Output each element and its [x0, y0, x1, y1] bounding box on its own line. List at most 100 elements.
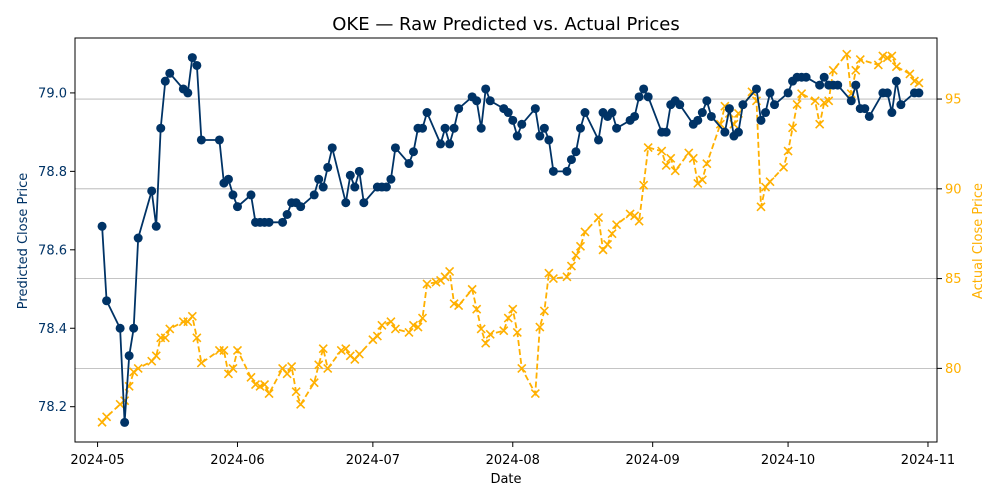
- predicted-point: [783, 88, 793, 98]
- actual-point: [842, 49, 852, 59]
- predicted-point: [296, 202, 306, 212]
- actual-point: [607, 229, 617, 239]
- predicted-point: [765, 88, 775, 98]
- predicted-point: [151, 221, 161, 231]
- axes: 2024-05 2024-06 2024-07 2024-08 2024-09 2024-…: [38, 37, 962, 468]
- predicted-point: [566, 155, 576, 165]
- predicted-point: [770, 100, 780, 110]
- predicted-point: [720, 127, 730, 137]
- predicted-point: [548, 166, 558, 176]
- predicted-point: [282, 210, 292, 220]
- predicted-point: [815, 80, 825, 90]
- actual-point: [688, 153, 698, 163]
- actual-point: [503, 313, 513, 323]
- actual-point: [133, 363, 143, 373]
- actual-point: [914, 78, 924, 88]
- actual-point: [702, 159, 712, 169]
- actual-point: [580, 227, 590, 237]
- actual-point: [783, 146, 793, 156]
- actual-point: [454, 300, 464, 311]
- actual-point: [697, 175, 707, 185]
- predicted-point: [594, 135, 604, 145]
- predicted-point: [408, 147, 418, 157]
- predicted-point: [517, 119, 527, 129]
- actual-point: [530, 388, 540, 399]
- actual-point: [323, 363, 333, 373]
- predicted-point: [896, 100, 906, 110]
- predicted-point: [846, 96, 856, 106]
- predicted-point: [133, 233, 143, 243]
- plot-frame: [74, 37, 938, 443]
- predicted-point: [454, 104, 464, 114]
- x-tick-label: 2024-11: [901, 453, 955, 468]
- y-right-tick-label: 80: [945, 362, 962, 377]
- actual-point: [634, 216, 644, 226]
- predicted-point: [314, 174, 324, 184]
- predicted-point: [575, 123, 585, 133]
- predicted-point: [214, 135, 224, 145]
- gridlines: [75, 98, 937, 369]
- predicted-point: [914, 88, 924, 98]
- predicted-point: [544, 135, 554, 145]
- predicted-point: [381, 182, 391, 192]
- predicted-point: [819, 72, 829, 82]
- actual-series: [97, 49, 924, 427]
- predicted-point: [278, 217, 288, 227]
- predicted-point: [891, 76, 901, 86]
- predicted-point: [436, 139, 446, 149]
- predicted-point: [183, 88, 193, 98]
- actual-point: [165, 324, 175, 334]
- predicted-point: [327, 143, 337, 153]
- actual-point: [246, 372, 256, 382]
- predicted-point: [232, 202, 242, 212]
- predicted-point: [675, 100, 685, 110]
- actual-point: [377, 320, 387, 330]
- x-tick-label: 2024-08: [486, 453, 540, 468]
- predicted-point: [440, 123, 450, 133]
- actual-point: [372, 331, 382, 341]
- x-tick-label: 2024-07: [346, 453, 400, 468]
- actual-point: [259, 379, 270, 390]
- predicted-point: [350, 182, 360, 192]
- x-tick-label: 2024-06: [210, 453, 264, 468]
- actual-point: [756, 202, 766, 212]
- actual-point: [643, 142, 653, 153]
- y-axis-left-title: Predicted Close Price: [16, 173, 31, 309]
- actual-point: [386, 317, 396, 327]
- predicted-point: [120, 417, 130, 427]
- predicted-point: [445, 139, 455, 149]
- actual-point: [390, 324, 400, 334]
- actual-point: [264, 388, 274, 399]
- predicted-point: [643, 92, 653, 102]
- predicted-point: [228, 190, 238, 200]
- predicted-point: [539, 123, 549, 133]
- predicted-point: [833, 80, 843, 90]
- actual-point: [566, 261, 577, 271]
- predicted-point: [124, 351, 134, 361]
- predicted-point: [693, 115, 703, 125]
- predicted-point: [512, 131, 522, 141]
- x-tick-label: 2024-10: [761, 453, 815, 468]
- actual-point: [445, 266, 455, 276]
- y-axis-right-title: Actual Close Price: [971, 183, 986, 299]
- actual-point: [891, 62, 901, 72]
- predicted-point: [160, 76, 170, 86]
- actual-point: [413, 322, 423, 332]
- predicted-point: [801, 72, 811, 82]
- actual-point: [160, 333, 170, 343]
- predicted-point: [706, 111, 716, 121]
- actual-point: [102, 412, 112, 422]
- predicted-point: [246, 190, 256, 200]
- actual-point: [187, 311, 197, 321]
- predicted-point: [449, 123, 459, 133]
- predicted-point: [724, 104, 734, 114]
- predicted-point: [761, 108, 771, 118]
- actual-point: [309, 378, 319, 388]
- actual-point: [232, 345, 243, 355]
- actual-point: [639, 180, 649, 190]
- y-left-tick-label: 78.6: [38, 243, 67, 258]
- actual-point: [535, 322, 545, 332]
- actual-point: [602, 239, 613, 250]
- y-left-tick-label: 79.0: [38, 86, 67, 101]
